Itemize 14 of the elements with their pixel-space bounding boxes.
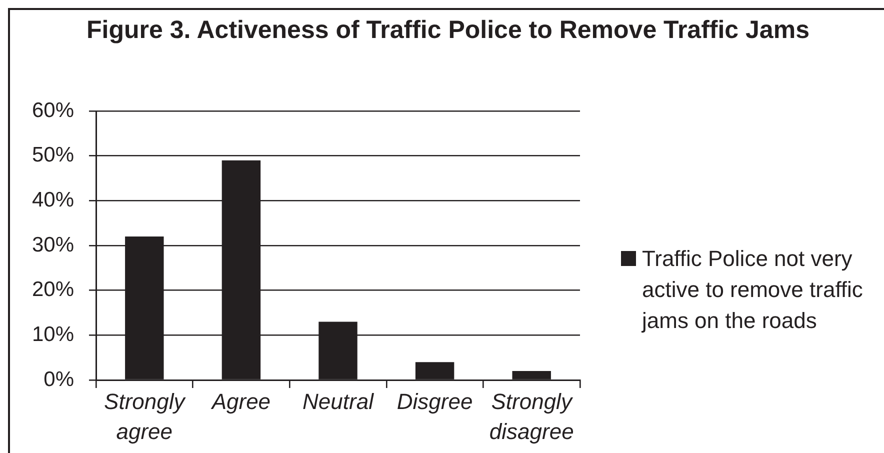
legend-label: Traffic Police not very active to remove traffic jams on the roads <box>642 244 864 335</box>
y-tick-label: 30% <box>32 233 74 256</box>
x-tick-label: Disgree <box>396 389 473 414</box>
y-tick-label: 20% <box>32 278 74 302</box>
y-tick-label: 10% <box>32 322 74 346</box>
y-tick-label: 50% <box>32 144 74 167</box>
x-tick-label: Neutral <box>302 389 375 414</box>
y-tick-label: 0% <box>44 368 74 391</box>
chart-title: Figure 3. Activeness of Traffic Police to Remove Traffic Jams <box>86 16 810 44</box>
x-tick-label: Agree <box>210 389 271 414</box>
y-tick-label: 40% <box>32 188 74 212</box>
y-tick-label: 60% <box>32 98 74 122</box>
x-tick-label: Strongly disagree <box>489 389 574 444</box>
x-tick-label: Strongly agree <box>104 389 187 444</box>
